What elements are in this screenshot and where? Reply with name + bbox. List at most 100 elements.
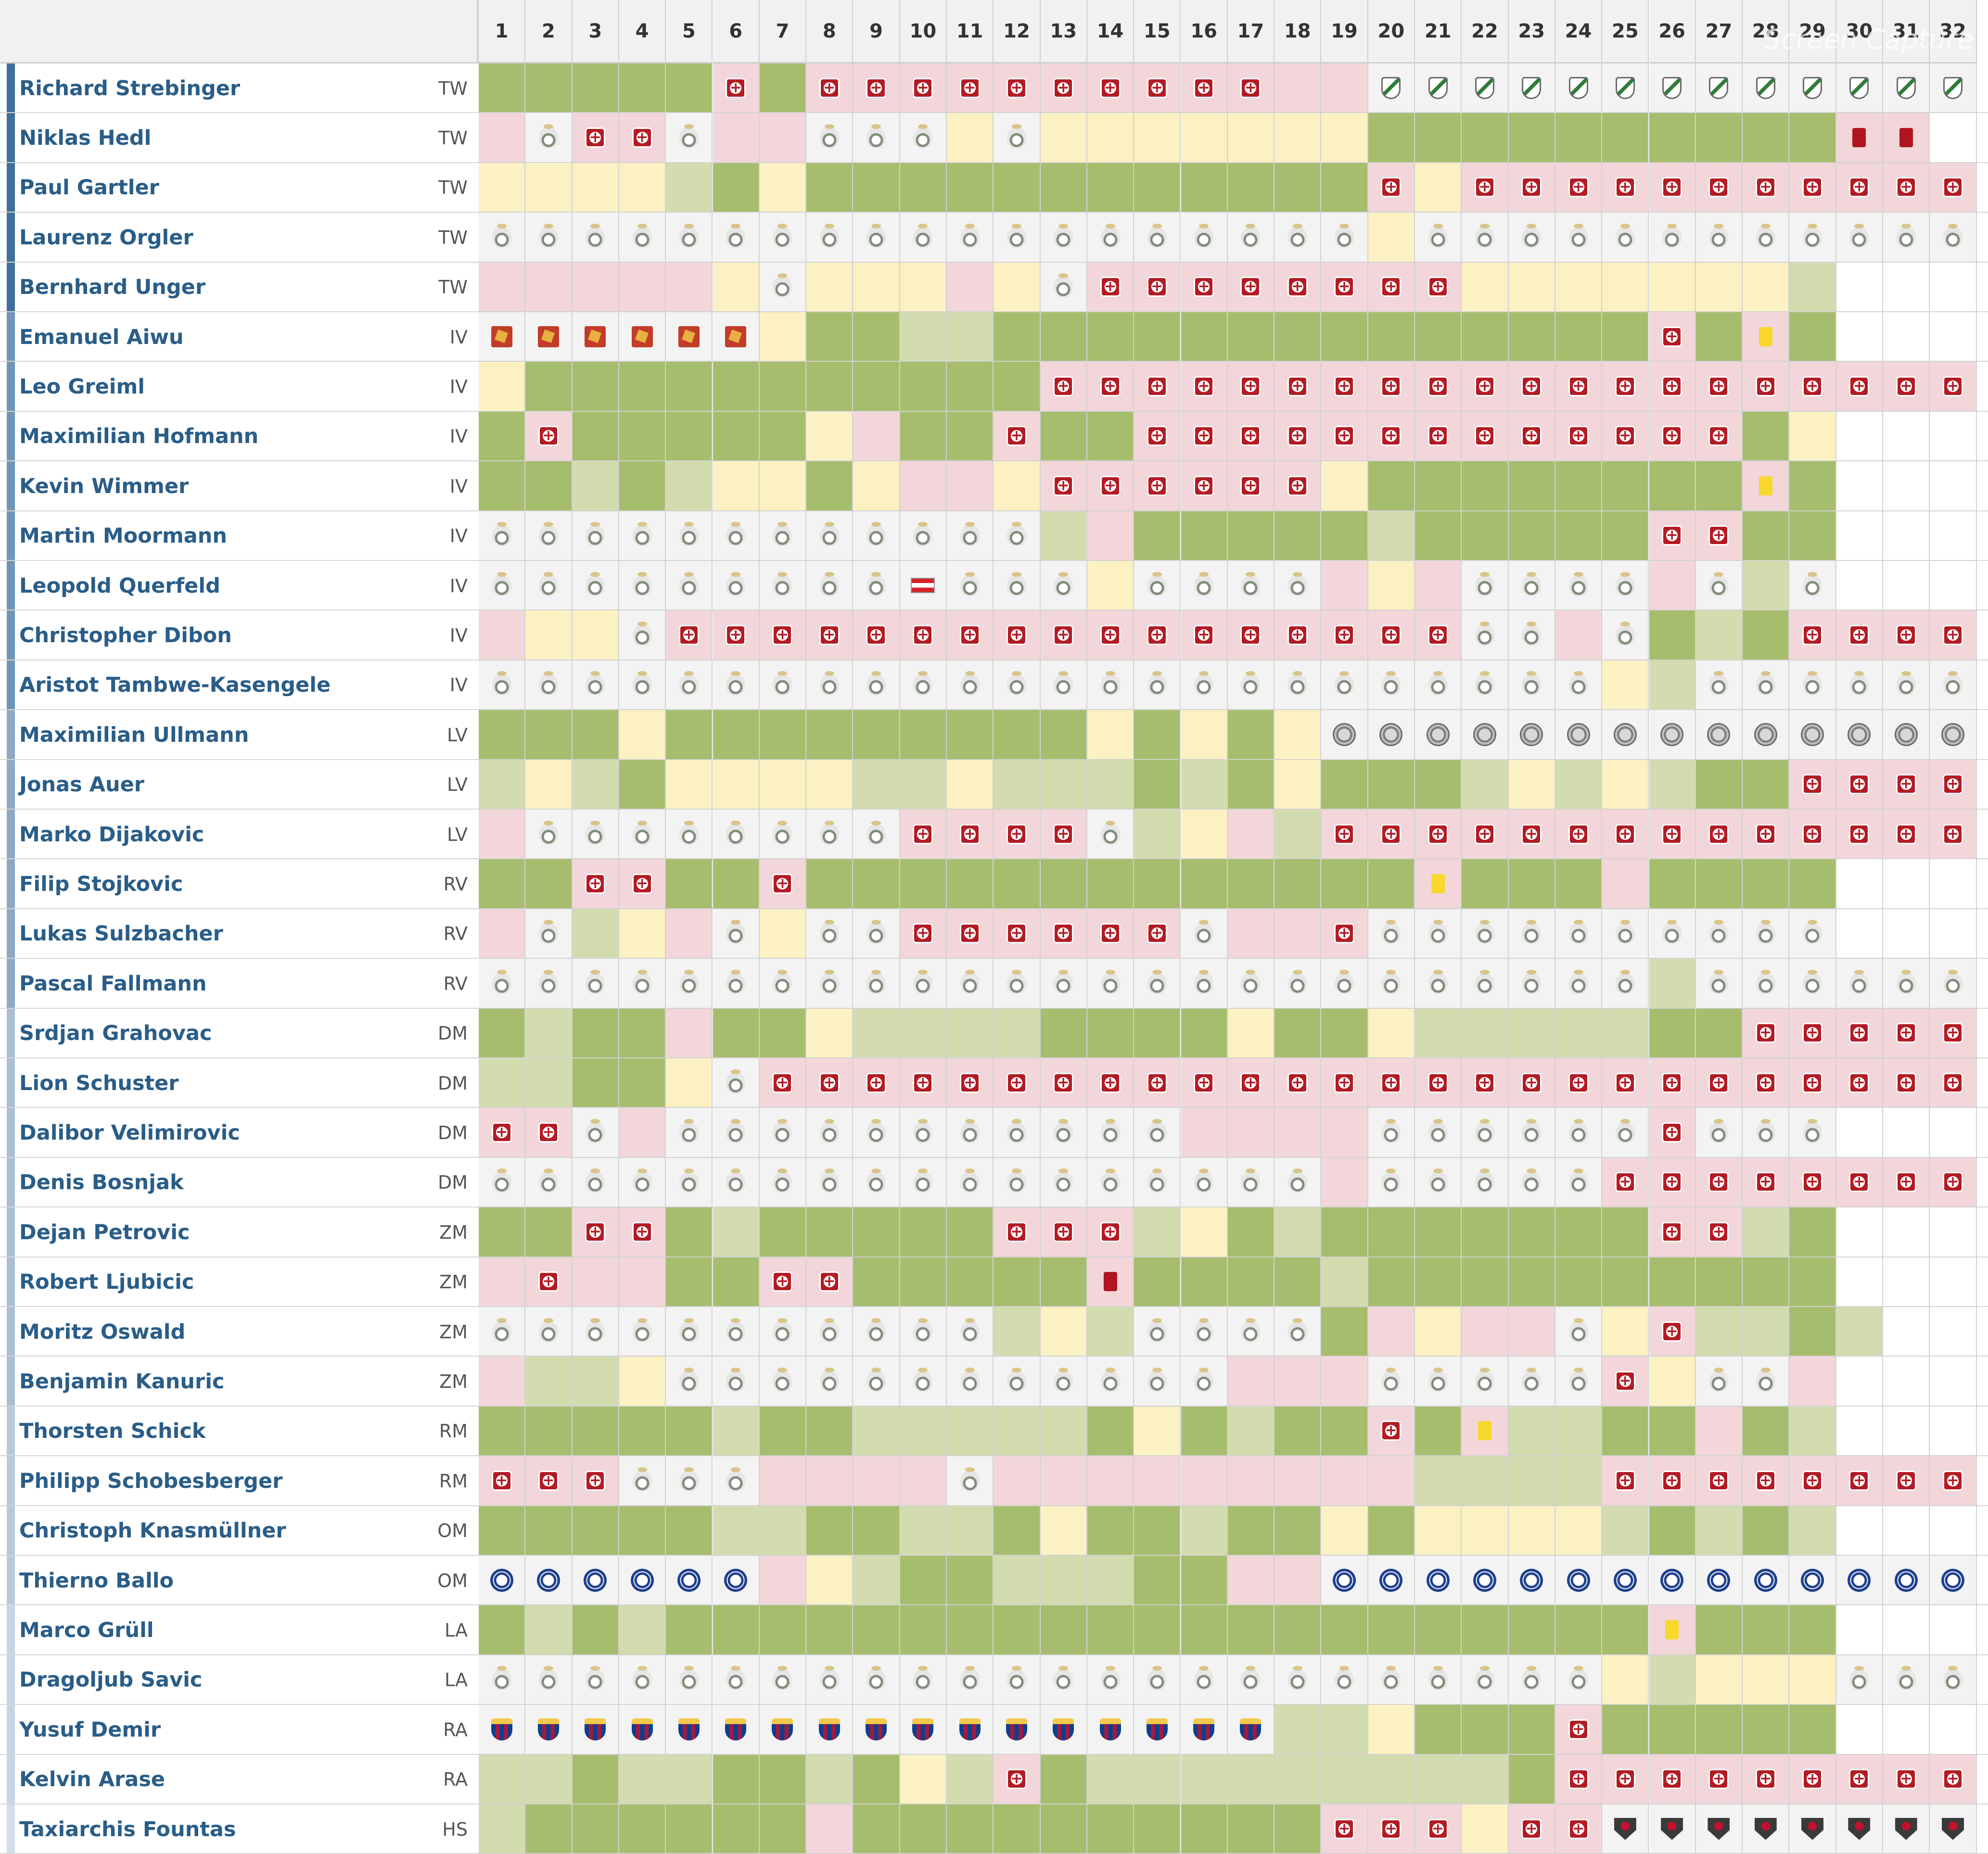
matchday-cell[interactable] (1321, 1058, 1368, 1108)
matchday-cell[interactable] (1695, 63, 1743, 114)
matchday-cell[interactable] (1649, 1556, 1696, 1606)
matchday-cell[interactable] (666, 561, 713, 611)
matchday-cell[interactable] (1743, 1207, 1790, 1257)
matchday-cell[interactable] (1321, 163, 1368, 213)
matchday-cell[interactable] (525, 1506, 573, 1556)
matchday-cell[interactable] (759, 1605, 807, 1655)
matchday-cell[interactable] (1227, 1754, 1275, 1804)
matchday-cell[interactable] (1602, 1008, 1649, 1058)
matchday-cell[interactable] (1274, 859, 1322, 909)
matchday-cell[interactable] (1040, 561, 1087, 611)
matchday-cell[interactable] (1883, 810, 1930, 860)
matchday-cell[interactable] (1649, 312, 1696, 362)
matchday-header-18[interactable]: 18 (1274, 0, 1322, 63)
matchday-cell[interactable] (853, 1705, 900, 1755)
matchday-header-7[interactable]: 7 (759, 0, 807, 63)
matchday-cell[interactable] (806, 113, 854, 163)
matchday-cell[interactable] (525, 1754, 573, 1804)
matchday-cell[interactable] (1134, 411, 1181, 462)
matchday-cell[interactable] (947, 561, 994, 611)
player-name-link[interactable]: Christopher Dibon (19, 623, 232, 648)
matchday-cell[interactable] (1602, 1157, 1649, 1208)
matchday-cell[interactable] (1181, 1754, 1228, 1804)
matchday-cell[interactable] (619, 312, 666, 362)
matchday-cell[interactable] (1602, 1357, 1649, 1407)
matchday-cell[interactable] (1462, 1108, 1509, 1158)
matchday-cell[interactable] (1321, 1307, 1368, 1357)
matchday-cell[interactable] (1274, 1605, 1322, 1655)
matchday-cell[interactable] (1087, 1257, 1134, 1307)
matchday-cell[interactable] (1695, 859, 1743, 909)
matchday-cell[interactable] (666, 1058, 713, 1108)
matchday-cell[interactable] (666, 163, 713, 213)
matchday-cell[interactable] (1508, 262, 1555, 312)
matchday-cell[interactable] (619, 760, 666, 810)
matchday-cell[interactable] (759, 1108, 807, 1158)
matchday-cell[interactable] (1321, 561, 1368, 611)
matchday-cell[interactable] (1462, 1058, 1509, 1108)
matchday-cell[interactable] (1040, 411, 1087, 462)
matchday-cell[interactable] (572, 859, 619, 909)
matchday-cell[interactable] (759, 1357, 807, 1407)
matchday-cell[interactable] (1274, 511, 1322, 561)
matchday-cell[interactable] (1649, 262, 1696, 312)
matchday-cell[interactable] (1087, 1804, 1134, 1854)
matchday-cell[interactable] (1274, 810, 1322, 860)
matchday-cell[interactable] (572, 909, 619, 959)
player-name-link[interactable]: Martin Moormann (19, 524, 228, 548)
matchday-cell[interactable] (994, 213, 1041, 263)
matchday-cell[interactable] (1040, 213, 1087, 263)
matchday-cell[interactable] (572, 63, 619, 114)
matchday-cell[interactable] (806, 1008, 854, 1058)
matchday-cell[interactable] (1743, 1357, 1790, 1407)
matchday-cell[interactable] (1743, 411, 1790, 462)
matchday-cell[interactable] (759, 710, 807, 760)
matchday-cell[interactable] (947, 1456, 994, 1506)
matchday-cell[interactable] (1462, 63, 1509, 114)
matchday-cell[interactable] (619, 461, 666, 511)
matchday-cell[interactable] (1087, 262, 1134, 312)
matchday-cell[interactable] (1227, 1307, 1275, 1357)
matchday-cell[interactable] (1321, 262, 1368, 312)
matchday-cell[interactable] (1695, 1257, 1743, 1307)
matchday-cell[interactable] (1743, 1456, 1790, 1506)
matchday-cell[interactable] (1415, 213, 1462, 263)
matchday-header-27[interactable]: 27 (1695, 0, 1743, 63)
matchday-cell[interactable] (1415, 1257, 1462, 1307)
matchday-cell[interactable] (1321, 113, 1368, 163)
matchday-cell[interactable] (619, 710, 666, 760)
matchday-cell[interactable] (759, 610, 807, 660)
matchday-cell[interactable] (1508, 1556, 1555, 1606)
matchday-cell[interactable] (1368, 312, 1415, 362)
matchday-cell[interactable] (1462, 1804, 1509, 1854)
matchday-cell[interactable] (1462, 1157, 1509, 1208)
matchday-cell[interactable] (1134, 511, 1181, 561)
matchday-header-19[interactable]: 19 (1321, 0, 1368, 63)
matchday-cell[interactable] (525, 561, 573, 611)
matchday-cell[interactable] (1368, 113, 1415, 163)
matchday-cell[interactable] (1602, 1556, 1649, 1606)
matchday-cell[interactable] (1508, 1008, 1555, 1058)
matchday-cell[interactable] (713, 561, 760, 611)
matchday-cell[interactable] (1274, 1506, 1322, 1556)
matchday-cell[interactable] (1602, 1754, 1649, 1804)
matchday-cell[interactable] (1274, 411, 1322, 462)
matchday-cell[interactable] (900, 1804, 947, 1854)
matchday-cell[interactable] (806, 561, 854, 611)
matchday-cell[interactable] (1274, 1357, 1322, 1407)
matchday-cell[interactable] (1087, 1754, 1134, 1804)
matchday-cell[interactable] (1321, 1804, 1368, 1854)
matchday-cell[interactable] (759, 1456, 807, 1506)
matchday-cell[interactable] (1930, 1108, 1977, 1158)
matchday-cell[interactable] (1930, 561, 1977, 611)
matchday-cell[interactable] (1274, 213, 1322, 263)
matchday-cell[interactable] (1274, 1804, 1322, 1854)
matchday-cell[interactable] (1555, 1605, 1603, 1655)
matchday-cell[interactable] (853, 959, 900, 1009)
matchday-cell[interactable] (1743, 1506, 1790, 1556)
matchday-cell[interactable] (1462, 411, 1509, 462)
matchday-cell[interactable] (525, 63, 573, 114)
matchday-cell[interactable] (1695, 1655, 1743, 1705)
matchday-cell[interactable] (1087, 63, 1134, 114)
matchday-cell[interactable] (994, 1406, 1041, 1457)
